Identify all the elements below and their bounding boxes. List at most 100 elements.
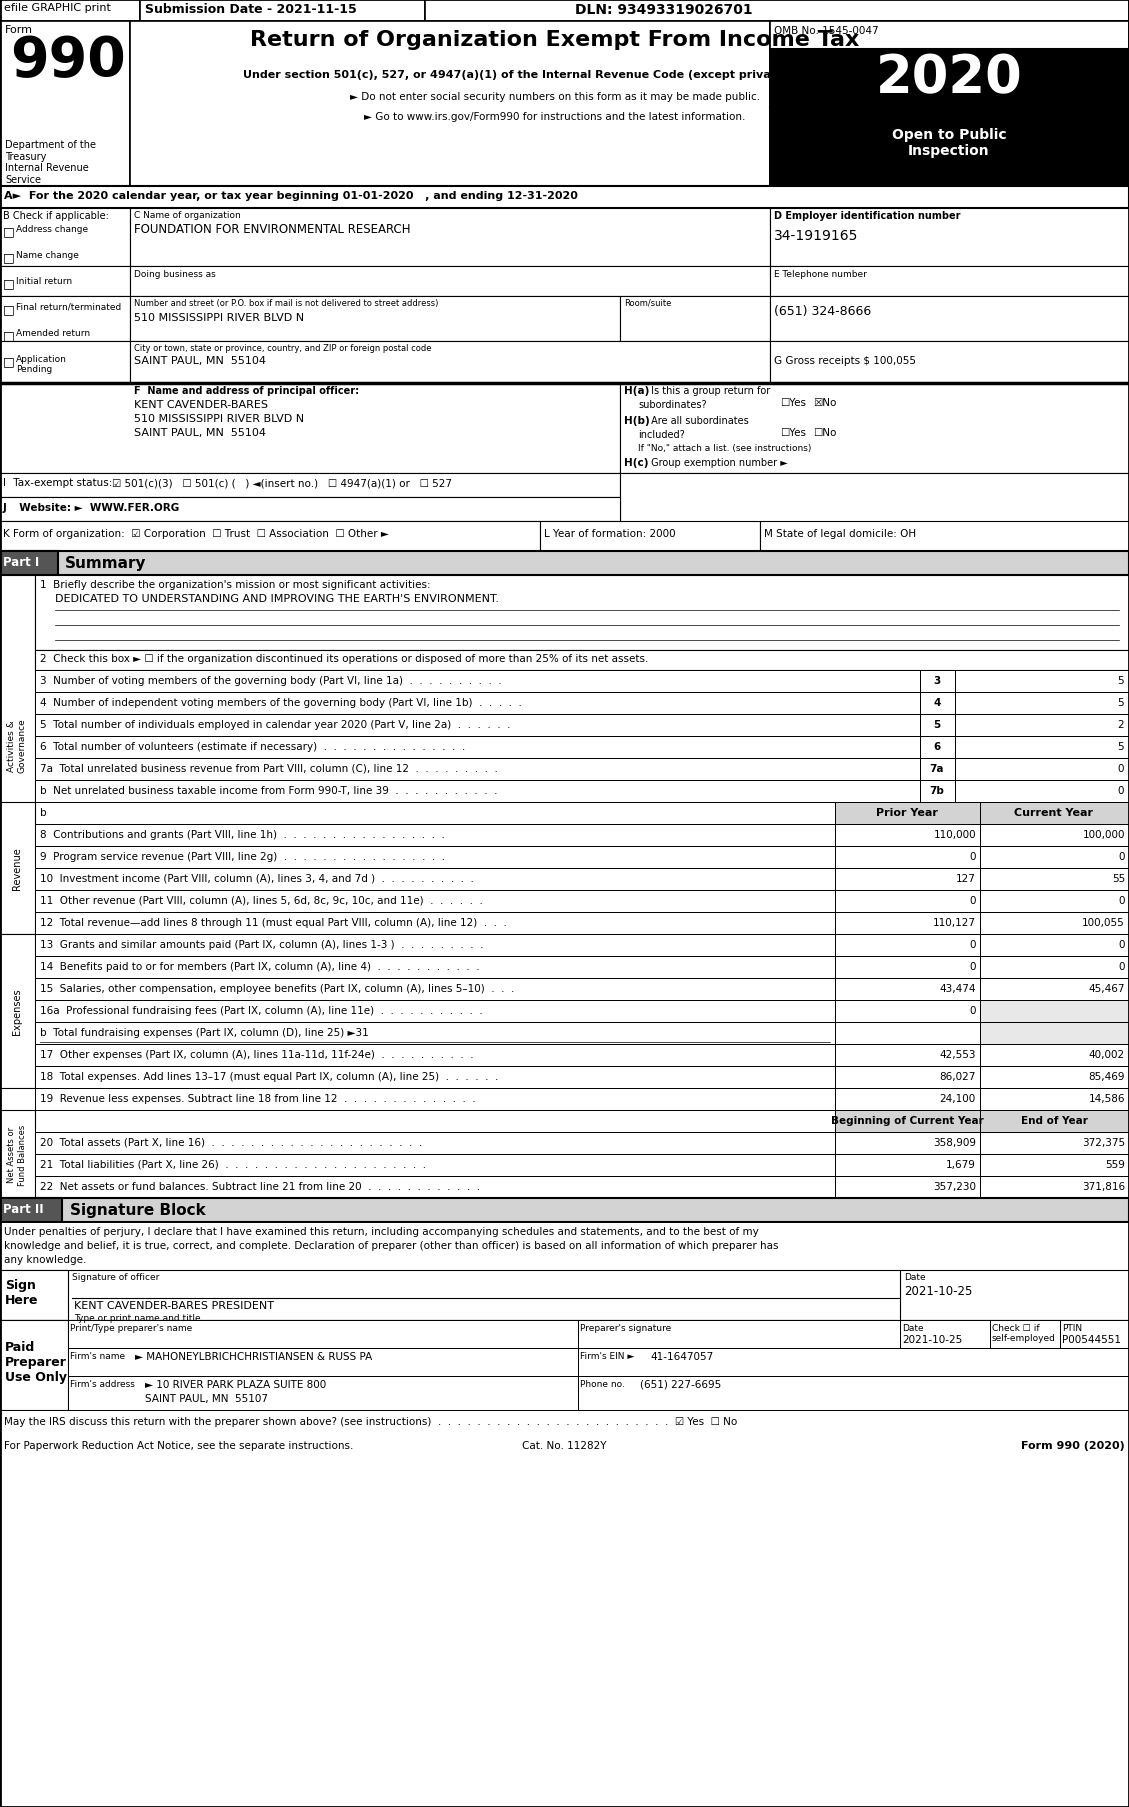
Text: Type or print name and title: Type or print name and title bbox=[75, 1314, 201, 1323]
Text: K Form of organization:  ☑ Corporation  ☐ Trust  ☐ Association  ☐ Other ►: K Form of organization: ☑ Corporation ☐ … bbox=[3, 529, 388, 538]
Text: □: □ bbox=[3, 224, 15, 239]
Bar bbox=[1060, 1321, 1129, 1348]
Text: 12  Total revenue—add lines 8 through 11 (must equal Part VIII, column (A), line: 12 Total revenue—add lines 8 through 11 … bbox=[40, 918, 507, 927]
Text: Under section 501(c), 527, or 4947(a)(1) of the Internal Revenue Code (except pr: Under section 501(c), 527, or 4947(a)(1)… bbox=[243, 70, 867, 80]
Bar bbox=[955, 714, 1129, 737]
Bar bbox=[68, 1377, 578, 1409]
Text: 0: 0 bbox=[970, 940, 975, 949]
Text: Is this a group return for: Is this a group return for bbox=[648, 385, 770, 396]
Text: 24,100: 24,100 bbox=[939, 1093, 975, 1104]
Bar bbox=[770, 108, 1129, 186]
Text: 86,027: 86,027 bbox=[939, 1072, 975, 1081]
Bar bbox=[835, 1155, 980, 1176]
Bar bbox=[955, 737, 1129, 759]
Bar bbox=[980, 1176, 1129, 1198]
Bar bbox=[835, 1109, 980, 1133]
Text: Firm's address: Firm's address bbox=[70, 1379, 134, 1388]
Bar bbox=[0, 1109, 35, 1198]
Bar bbox=[0, 576, 35, 916]
Text: SAINT PAUL, MN  55104: SAINT PAUL, MN 55104 bbox=[134, 428, 266, 437]
Bar bbox=[35, 576, 1129, 651]
Text: Beginning of Current Year: Beginning of Current Year bbox=[831, 1115, 983, 1126]
Text: 13  Grants and similar amounts paid (Part IX, column (A), lines 1-3 )  .  .  .  : 13 Grants and similar amounts paid (Part… bbox=[40, 940, 483, 949]
Bar bbox=[35, 692, 920, 714]
Text: 100,055: 100,055 bbox=[1083, 918, 1124, 927]
Bar bbox=[35, 891, 835, 913]
Bar bbox=[920, 714, 955, 737]
Bar bbox=[980, 1023, 1129, 1044]
Bar bbox=[35, 1023, 835, 1044]
Bar bbox=[140, 0, 425, 22]
Text: 6: 6 bbox=[934, 741, 940, 752]
Text: Under penalties of perjury, I declare that I have examined this return, includin: Under penalties of perjury, I declare th… bbox=[5, 1227, 759, 1236]
Bar bbox=[0, 1222, 1129, 1270]
Bar bbox=[0, 802, 35, 934]
Bar bbox=[0, 934, 35, 1088]
Text: 127: 127 bbox=[956, 873, 975, 884]
Bar bbox=[0, 186, 1129, 210]
Bar bbox=[900, 1321, 990, 1348]
Text: 0: 0 bbox=[1118, 764, 1124, 773]
Bar bbox=[980, 1066, 1129, 1088]
Bar bbox=[770, 22, 1129, 186]
Text: 18  Total expenses. Add lines 13–17 (must equal Part IX, column (A), line 25)  .: 18 Total expenses. Add lines 13–17 (must… bbox=[40, 1072, 498, 1081]
Bar bbox=[0, 1270, 1129, 1321]
Bar bbox=[35, 670, 920, 692]
Bar bbox=[980, 1155, 1129, 1176]
Bar bbox=[35, 1088, 835, 1109]
Text: 7a: 7a bbox=[930, 764, 944, 773]
Text: 357,230: 357,230 bbox=[933, 1182, 975, 1191]
Text: A►  For the 2020 calendar year, or tax year beginning 01-01-2020   , and ending : A► For the 2020 calendar year, or tax ye… bbox=[5, 192, 578, 201]
Bar bbox=[770, 342, 1129, 383]
Text: FOUNDATION FOR ENVIRONMENTAL RESEARCH: FOUNDATION FOR ENVIRONMENTAL RESEARCH bbox=[134, 222, 411, 237]
Text: 5  Total number of individuals employed in calendar year 2020 (Part V, line 2a) : 5 Total number of individuals employed i… bbox=[40, 719, 510, 730]
Bar bbox=[35, 934, 835, 956]
Bar bbox=[835, 869, 980, 891]
Text: 371,816: 371,816 bbox=[1082, 1182, 1124, 1191]
Text: 0: 0 bbox=[1119, 961, 1124, 972]
Text: Preparer's signature: Preparer's signature bbox=[580, 1323, 672, 1332]
Text: M State of legal domicile: OH: M State of legal domicile: OH bbox=[764, 529, 916, 538]
Text: 2020: 2020 bbox=[876, 52, 1023, 105]
Text: 42,553: 42,553 bbox=[939, 1050, 975, 1059]
Text: ► 10 RIVER PARK PLAZA SUITE 800: ► 10 RIVER PARK PLAZA SUITE 800 bbox=[145, 1379, 326, 1390]
Text: b  Total fundraising expenses (Part IX, column (D), line 25) ►31: b Total fundraising expenses (Part IX, c… bbox=[40, 1028, 369, 1037]
Text: If "No," attach a list. (see instructions): If "No," attach a list. (see instruction… bbox=[638, 445, 812, 454]
Text: 5: 5 bbox=[1118, 676, 1124, 685]
Text: 2021-10-25: 2021-10-25 bbox=[904, 1285, 972, 1297]
Text: (651) 227-6695: (651) 227-6695 bbox=[640, 1379, 721, 1390]
Text: OMB No. 1545-0047: OMB No. 1545-0047 bbox=[774, 25, 878, 36]
Text: 372,375: 372,375 bbox=[1082, 1137, 1124, 1147]
Bar bbox=[980, 956, 1129, 978]
Text: 2  Check this box ► ☐ if the organization discontinued its operations or dispose: 2 Check this box ► ☐ if the organization… bbox=[40, 654, 648, 663]
Text: 8  Contributions and grants (Part VIII, line 1h)  .  .  .  .  .  .  .  .  .  .  : 8 Contributions and grants (Part VIII, l… bbox=[40, 829, 445, 840]
Text: 40,002: 40,002 bbox=[1088, 1050, 1124, 1059]
Bar bbox=[980, 869, 1129, 891]
Text: ☐Yes: ☐Yes bbox=[780, 428, 806, 437]
Text: 559: 559 bbox=[1105, 1160, 1124, 1169]
Text: Amended return: Amended return bbox=[16, 329, 90, 338]
Text: 0: 0 bbox=[1118, 786, 1124, 795]
Text: Firm's EIN ►: Firm's EIN ► bbox=[580, 1352, 634, 1361]
Bar bbox=[980, 1133, 1129, 1155]
Text: 0: 0 bbox=[1119, 851, 1124, 862]
Bar bbox=[35, 1001, 835, 1023]
Bar bbox=[980, 1109, 1129, 1133]
Text: 2: 2 bbox=[1118, 719, 1124, 730]
Text: P00544551: P00544551 bbox=[1062, 1334, 1121, 1344]
Bar bbox=[0, 551, 1129, 576]
Bar bbox=[0, 1321, 1129, 1409]
Bar bbox=[770, 51, 1129, 108]
Text: Date: Date bbox=[902, 1323, 924, 1332]
Bar bbox=[130, 22, 770, 186]
Bar bbox=[955, 692, 1129, 714]
Bar bbox=[920, 670, 955, 692]
Text: □: □ bbox=[3, 276, 15, 289]
Text: b  Net unrelated business taxable income from Form 990-T, line 39  .  .  .  .  .: b Net unrelated business taxable income … bbox=[40, 786, 498, 795]
Bar bbox=[955, 759, 1129, 781]
Bar bbox=[35, 956, 835, 978]
Bar bbox=[0, 22, 130, 186]
Text: 41-1647057: 41-1647057 bbox=[650, 1352, 714, 1361]
Text: 0: 0 bbox=[970, 961, 975, 972]
Text: Sign
Here: Sign Here bbox=[5, 1278, 38, 1306]
